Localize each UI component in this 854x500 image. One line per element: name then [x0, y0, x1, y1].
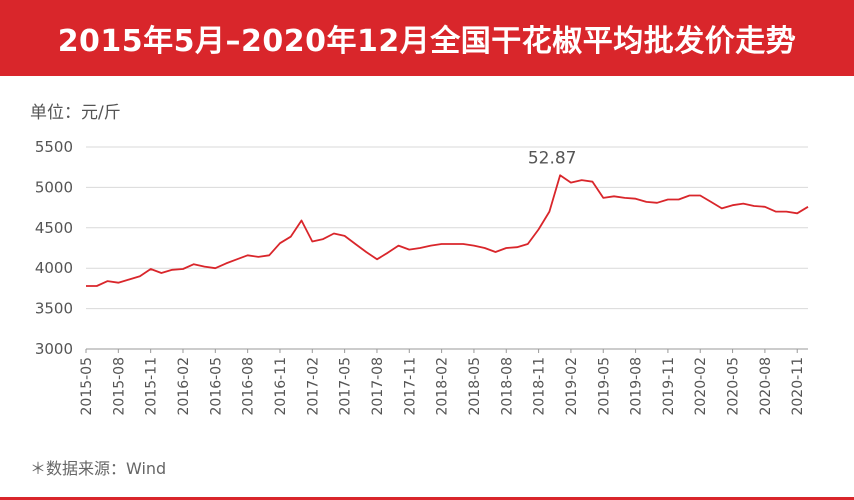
annotation-layer: 52.87 — [528, 148, 577, 168]
x-tick-label: 2020-11 — [790, 357, 806, 416]
x-tick-label: 2019-02 — [564, 357, 580, 416]
x-tick-label: 2019-05 — [596, 357, 612, 416]
x-tick-label: 2018-05 — [467, 357, 483, 416]
x-tick-label: 2016-02 — [176, 357, 192, 416]
peak-annotation: 52.87 — [528, 148, 577, 168]
x-tick-label: 2017-05 — [338, 357, 354, 416]
y-tick-label: 3500 — [35, 300, 73, 318]
x-tick-label: 2017-02 — [305, 357, 321, 416]
x-tick-label: 2018-08 — [499, 357, 515, 416]
x-tick-label: 2018-11 — [532, 357, 548, 416]
series-layer — [86, 174, 809, 287]
x-tick-label: 2016-11 — [273, 357, 289, 416]
x-tick-label: 2015-08 — [111, 357, 127, 416]
title-bar: 2015年5月–2020年12月全国干花椒平均批发价走势 — [0, 0, 854, 76]
x-tick-label: 2018-02 — [435, 357, 451, 416]
x-tick-label: 2019-08 — [629, 357, 645, 416]
unit-label: 单位：元/斤 — [30, 103, 121, 123]
price-series-line — [86, 174, 809, 287]
x-tick-label: 2020-08 — [758, 357, 774, 416]
grid-lines — [86, 146, 808, 350]
x-tick-label: 2020-02 — [693, 357, 709, 416]
y-tick-label: 4000 — [35, 259, 73, 277]
x-axis-ticks: 2015-05 2015-08 2015-11 2016-02 2016-05 2016-… — [79, 349, 806, 416]
y-tick-label: 5000 — [35, 178, 73, 196]
bottom-accent-line — [0, 497, 854, 500]
y-tick-label: 5500 — [35, 138, 73, 156]
y-tick-label: 4500 — [35, 219, 73, 237]
x-tick-label: 2017-08 — [370, 357, 386, 416]
chart-title: 2015年5月–2020年12月全国干花椒平均批发价走势 — [57, 24, 797, 59]
x-tick-label: 2020-05 — [726, 357, 742, 416]
x-tick-label: 2016-08 — [241, 357, 257, 416]
x-tick-label: 2017-11 — [402, 357, 418, 416]
x-tick-label: 2016-05 — [208, 357, 224, 416]
source-note: ＊数据来源：Wind — [30, 459, 167, 478]
y-tick-label: 3000 — [35, 340, 73, 358]
x-tick-label: 2019-11 — [661, 357, 677, 416]
x-tick-label: 2015-05 — [79, 357, 95, 416]
y-axis-ticks: 5500 5000 4500 4000 3500 3000 — [35, 138, 73, 358]
x-tick-label: 2015-11 — [144, 357, 160, 416]
